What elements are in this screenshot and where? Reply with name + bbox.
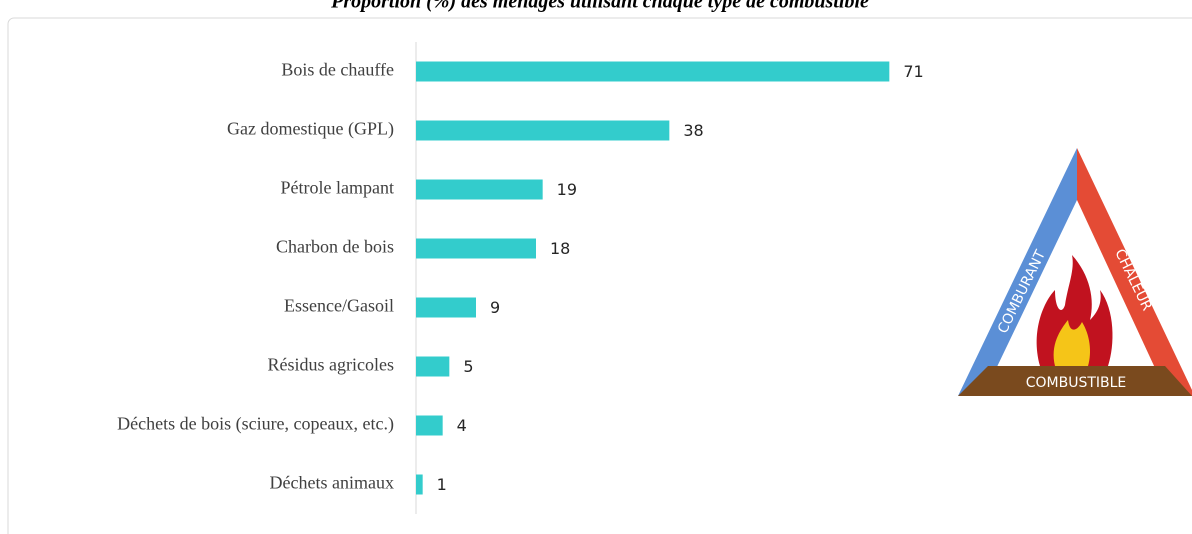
category-label: Charbon de bois bbox=[276, 237, 394, 257]
value-label: 1 bbox=[437, 475, 447, 494]
category-label: Gaz domestique (GPL) bbox=[227, 119, 394, 140]
value-label: 38 bbox=[683, 121, 703, 140]
value-label: 4 bbox=[457, 416, 467, 435]
chart-frame bbox=[8, 18, 1192, 534]
bar bbox=[416, 62, 889, 82]
bar bbox=[416, 121, 669, 141]
bar bbox=[416, 475, 423, 495]
chart: Proportion (%) des ménages utilisant cha… bbox=[0, 0, 1192, 534]
bar bbox=[416, 239, 536, 259]
category-label: Déchets animaux bbox=[270, 473, 394, 493]
fire-triangle: COMBURANT CHALEUR COMBUSTIBLE bbox=[958, 148, 1192, 396]
category-label: Résidus agricoles bbox=[268, 355, 394, 375]
value-label: 9 bbox=[490, 298, 500, 317]
bar bbox=[416, 357, 449, 377]
bar bbox=[416, 416, 443, 436]
category-label: Déchets de bois (sciure, copeaux, etc.) bbox=[117, 414, 394, 435]
category-label: Bois de chauffe bbox=[281, 60, 394, 80]
category-label: Essence/Gasoil bbox=[284, 296, 394, 316]
bar bbox=[416, 298, 476, 318]
chart-title: Proportion (%) des ménages utilisant cha… bbox=[330, 0, 869, 13]
bar bbox=[416, 180, 543, 200]
value-label: 5 bbox=[463, 357, 473, 376]
category-label: Pétrole lampant bbox=[281, 178, 394, 198]
value-label: 19 bbox=[557, 180, 577, 199]
triangle-label: COMBUSTIBLE bbox=[1026, 375, 1127, 391]
value-label: 18 bbox=[550, 239, 570, 258]
value-label: 71 bbox=[903, 62, 923, 81]
